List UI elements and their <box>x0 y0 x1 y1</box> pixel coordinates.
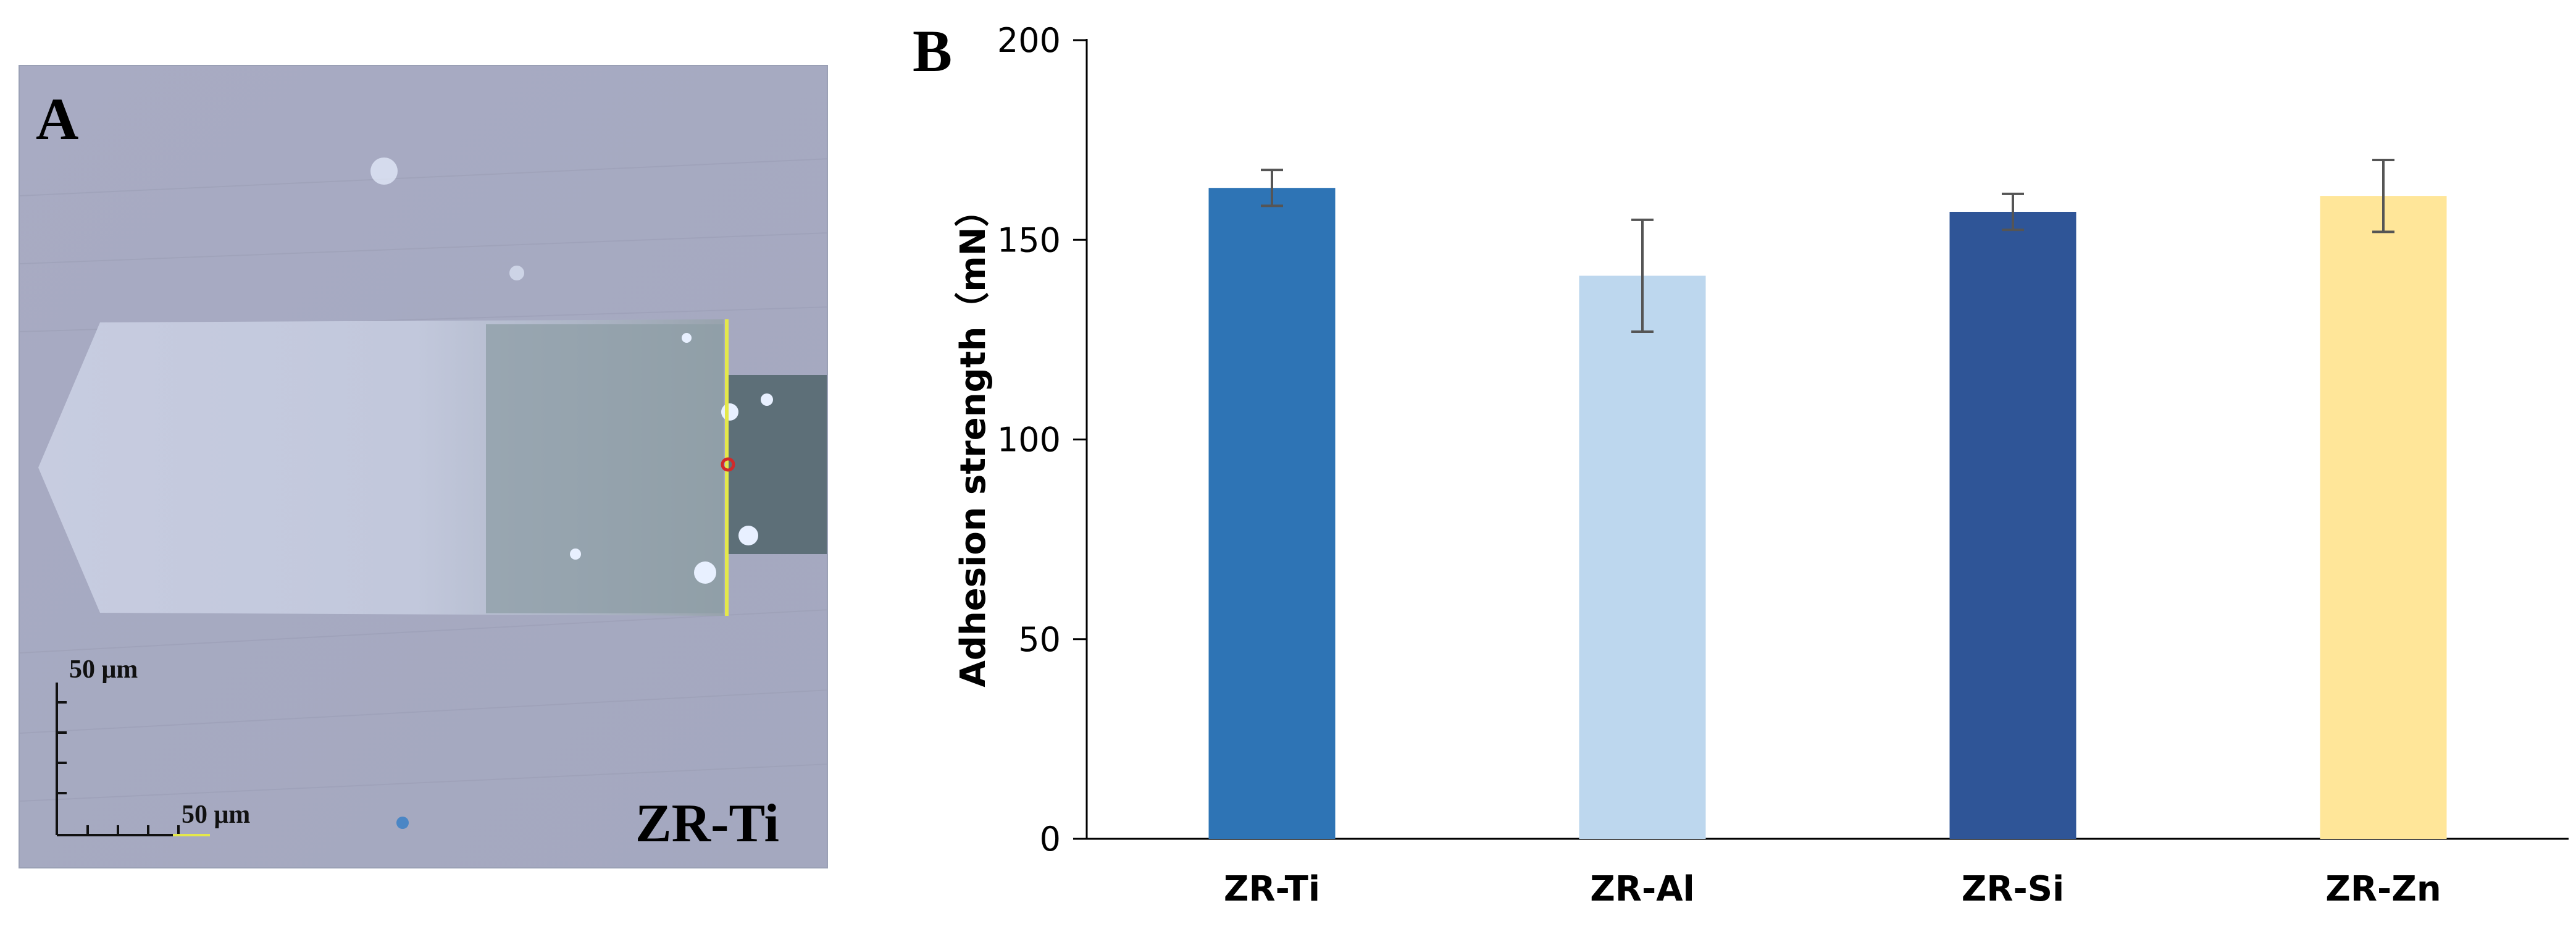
x-tick-label-ZR-Zn: ZR-Zn <box>2325 869 2441 909</box>
y-axis-title: Adhesion strength（mN） <box>953 192 993 687</box>
stylus-marker <box>721 457 735 472</box>
bar-ZR-Ti <box>1208 188 1336 839</box>
panel-a-label: A <box>36 86 79 152</box>
debris-particles <box>370 158 773 829</box>
stylus-tip-region <box>727 375 827 554</box>
y-tick-label-1: 50 <box>1018 620 1061 659</box>
y-tick-label-0: 0 <box>1040 820 1061 859</box>
bar-ZR-Si <box>1949 211 2076 839</box>
bar-ZR-Al <box>1579 275 1706 839</box>
x-tick-label-ZR-Al: ZR-Al <box>1590 869 1695 909</box>
panel-b-label: B <box>913 18 953 84</box>
x-tick-label-ZR-Si: ZR-Si <box>1962 869 2065 909</box>
y-tick-label-4: 200 <box>997 21 1061 60</box>
adhesion-bar-chart: 0 50 100 150 200 ZR-Ti ZR-Al ZR-Si ZR-Zn Adhesio… <box>895 0 2576 926</box>
scale-bar-vertical-label: 50 μm <box>69 655 138 684</box>
y-tick-label-2: 100 <box>997 421 1061 460</box>
delaminated-region <box>486 324 724 613</box>
sample-label: ZR-Ti <box>635 794 779 854</box>
scale-bar-horizontal-label: 50 μm <box>182 801 250 829</box>
bar-ZR-Zn <box>2320 196 2447 839</box>
x-tick-label-ZR-Ti: ZR-Ti <box>1224 869 1320 909</box>
y-tick-label-3: 150 <box>997 221 1061 259</box>
micrograph: 50 μm 50 μm ZR-Ti <box>19 65 828 868</box>
